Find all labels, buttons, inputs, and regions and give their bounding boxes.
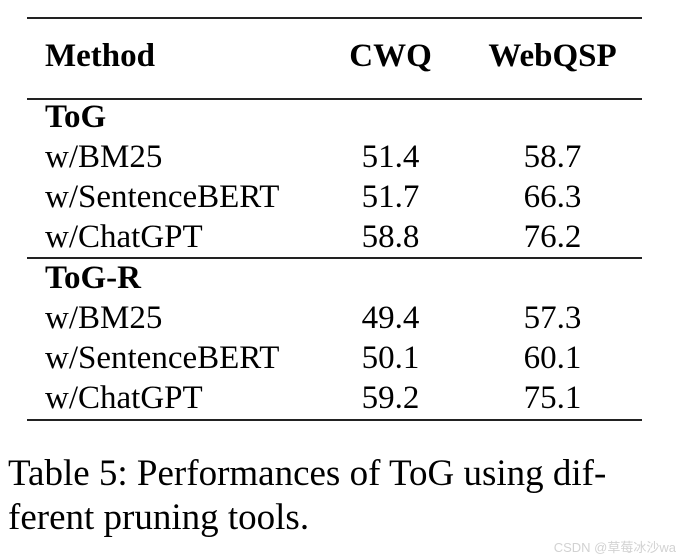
- webqsp-cell: 76.2: [523, 219, 582, 255]
- cwq-cell: 58.8: [361, 219, 420, 255]
- section-header-label: ToG-R: [45, 260, 141, 296]
- table-rule-top: [27, 17, 642, 19]
- table-rule-header: [27, 98, 642, 100]
- table-row: w/ChatGPT 59.2 75.1: [0, 378, 680, 418]
- table-caption: Table 5: Performances of ToG using dif- …: [8, 452, 673, 540]
- table-row: w/BM25 49.4 57.3: [0, 298, 680, 338]
- webqsp-cell: 60.1: [523, 340, 582, 376]
- cwq-cell: 49.4: [361, 300, 420, 336]
- cwq-cell: 51.7: [361, 179, 420, 215]
- method-cell: w/BM25: [45, 300, 163, 336]
- cwq-cell: 59.2: [361, 380, 420, 416]
- method-cell: w/ChatGPT: [45, 219, 203, 255]
- section-header-label: ToG: [45, 99, 107, 135]
- webqsp-cell: 75.1: [523, 380, 582, 416]
- col-header-webqsp: WebQSP: [488, 38, 617, 74]
- caption-line-1: Table 5: Performances of ToG using dif-: [8, 453, 607, 494]
- cwq-cell: 51.4: [361, 139, 420, 175]
- watermark: CSDN @草莓冰沙wa: [553, 540, 676, 555]
- caption-line-2: ferent pruning tools.: [8, 497, 310, 538]
- table-header-row: Method CWQ WebQSP: [0, 36, 680, 76]
- table-rule-bottom: [27, 419, 642, 421]
- table-row: w/SentenceBERT 51.7 66.3: [0, 177, 680, 217]
- section-header-tog: ToG: [0, 97, 680, 137]
- method-cell: w/ChatGPT: [45, 380, 203, 416]
- section-header-tog-r: ToG-R: [0, 258, 680, 298]
- webqsp-cell: 57.3: [523, 300, 582, 336]
- table-row: w/BM25 51.4 58.7: [0, 137, 680, 177]
- cwq-cell: 50.1: [361, 340, 420, 376]
- webqsp-cell: 66.3: [523, 179, 582, 215]
- table-rule-middle: [27, 257, 642, 259]
- table-row: w/ChatGPT 58.8 76.2: [0, 217, 680, 257]
- method-cell: w/SentenceBERT: [45, 179, 280, 215]
- table-row: w/SentenceBERT 50.1 60.1: [0, 338, 680, 378]
- col-header-method: Method: [45, 38, 155, 74]
- col-header-cwq: CWQ: [349, 38, 432, 74]
- method-cell: w/BM25: [45, 139, 163, 175]
- webqsp-cell: 58.7: [523, 139, 582, 175]
- method-cell: w/SentenceBERT: [45, 340, 280, 376]
